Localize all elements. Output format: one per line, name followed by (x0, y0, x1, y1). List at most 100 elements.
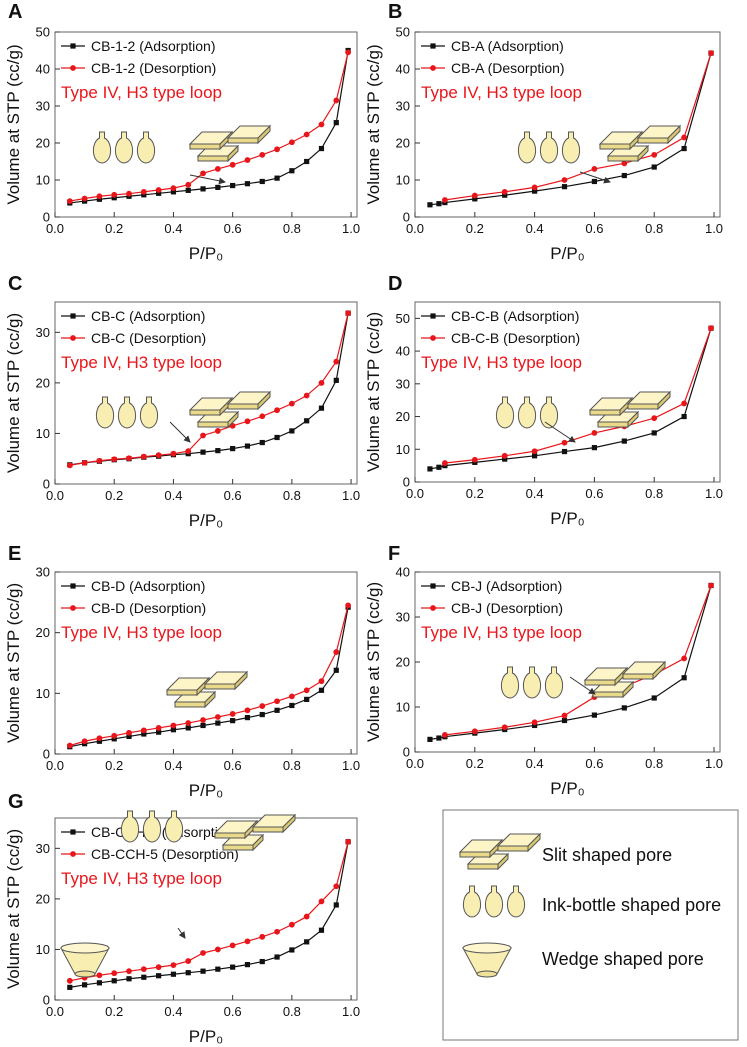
desorption-point (185, 181, 192, 188)
adsorption-point (333, 667, 339, 673)
adsorption-point (141, 192, 147, 198)
adsorption-point (141, 974, 147, 980)
ink-bottle-pore-icon (495, 396, 559, 429)
slit-pore-icon (188, 124, 272, 163)
desorption-point (126, 968, 132, 975)
desorption-point (200, 170, 206, 177)
desorption-point (681, 400, 688, 407)
isotherm-annotation: Type IV, H3 type loop (61, 623, 222, 642)
adsorption-point (427, 736, 433, 742)
adsorption-point (244, 715, 251, 721)
pointer-arrow (569, 676, 596, 695)
plot-frame (54, 31, 358, 218)
desorption-point (185, 720, 192, 726)
adsorption-point (304, 158, 310, 165)
x-axis-label: P/P₀ (550, 509, 584, 528)
y-tick-label: 50 (396, 311, 410, 326)
desorption-point (96, 457, 103, 464)
x-tick-label: 1.0 (342, 1004, 360, 1019)
desorption-point (259, 703, 266, 709)
x-tick-label: 0.6 (224, 488, 242, 503)
legend-marker (70, 335, 76, 341)
panel-letter: D (388, 273, 402, 295)
y-tick-label: 30 (36, 841, 50, 856)
x-axis-label: P/P₀ (550, 779, 584, 798)
desorption-point (140, 453, 147, 460)
legend-entry: CB-1-2 (Desorption) (91, 60, 216, 76)
desorption-point (345, 310, 352, 317)
pore-legend-box: Slit shaped pore Ink-bottle shaped pore … (442, 809, 739, 1041)
desorption-point (66, 742, 73, 749)
legend-entry: CB-D (Desorption) (91, 600, 206, 616)
adsorption-point (651, 164, 657, 170)
desorption-point (155, 187, 162, 193)
adsorption-point (141, 731, 147, 737)
adsorption-point (244, 181, 251, 187)
adsorption-point (111, 978, 117, 984)
legend-marker (70, 605, 76, 611)
x-tick-label: 0.4 (526, 221, 544, 236)
legend-label-ink-bottle: Ink-bottle shaped pore (542, 895, 721, 915)
adsorption-point (651, 430, 657, 436)
desorption-point (155, 964, 162, 971)
x-tick-label: 0.6 (224, 1004, 242, 1019)
desorption-point (333, 97, 340, 104)
desorption-point (111, 732, 118, 739)
series-legend: CB-J (Adsorption) CB-J (Desorption) (421, 578, 563, 616)
y-tick-label: 0 (43, 747, 50, 762)
desorption-point (471, 456, 478, 463)
desorption-point (531, 184, 538, 191)
pointer-arrow (177, 927, 186, 939)
adsorption-point (96, 738, 103, 744)
adsorption-point (200, 722, 206, 729)
panel-letter: A (8, 1, 22, 23)
y-tick-label: 40 (396, 565, 410, 580)
adsorption-point (289, 947, 295, 953)
panel-c: C 0.0 0.2 0.4 0.6 0.8 1.0 0 10 20 30 P/P₀ Volume at … (4, 273, 360, 530)
series-line (444, 585, 712, 736)
x-tick-label: 0.2 (466, 221, 484, 236)
adsorption-point (591, 712, 598, 718)
slit-pore-icon (583, 660, 667, 699)
adsorption-series (67, 839, 351, 990)
x-axis-label: P/P₀ (189, 1027, 223, 1046)
desorption-series (66, 838, 352, 984)
panel-e: E 0.0 0.2 0.4 0.6 0.8 1.0 0 10 20 30 P/P₀ Volume at … (4, 543, 360, 800)
desorption-point (333, 649, 340, 655)
adsorption-point (170, 727, 177, 733)
desorption-point (288, 921, 295, 928)
adsorption-point (304, 939, 310, 945)
pointer-arrow (544, 421, 576, 443)
series-legend: CB-C-B (Adsorption) CB-C-B (Desorption) (421, 308, 580, 346)
pore-illustrations (517, 124, 682, 184)
adsorption-point (156, 729, 162, 735)
x-tick-label: 0.6 (224, 221, 242, 236)
x-tick-label: 0.8 (283, 758, 301, 773)
adsorption-point (304, 696, 310, 702)
desorption-point (126, 729, 132, 736)
desorption-point (66, 198, 73, 204)
x-tick-label: 0.4 (526, 486, 544, 501)
desorption-point (274, 928, 280, 935)
adsorption-point (185, 970, 191, 976)
adsorption-point (621, 705, 627, 711)
y-tick-label: 50 (396, 25, 410, 40)
adsorption-point (274, 954, 280, 960)
desorption-point (471, 728, 478, 735)
slit-pore-icon (588, 390, 672, 429)
legend-entry: CB-C-B (Adsorption) (451, 308, 579, 324)
y-tick-label: 20 (36, 375, 50, 390)
y-tick-label: 0 (403, 745, 410, 760)
desorption-point (333, 358, 340, 365)
desorption-point (303, 131, 310, 138)
desorption-point (244, 418, 251, 425)
desorption-point (244, 157, 251, 163)
x-tick-label: 1.0 (342, 221, 360, 236)
desorption-point (318, 678, 325, 685)
desorption-series (442, 325, 714, 466)
adsorption-point (333, 120, 339, 126)
desorption-point (185, 958, 192, 964)
desorption-point (170, 450, 177, 457)
y-tick-label: 30 (36, 99, 50, 114)
y-tick-label: 20 (36, 136, 50, 151)
